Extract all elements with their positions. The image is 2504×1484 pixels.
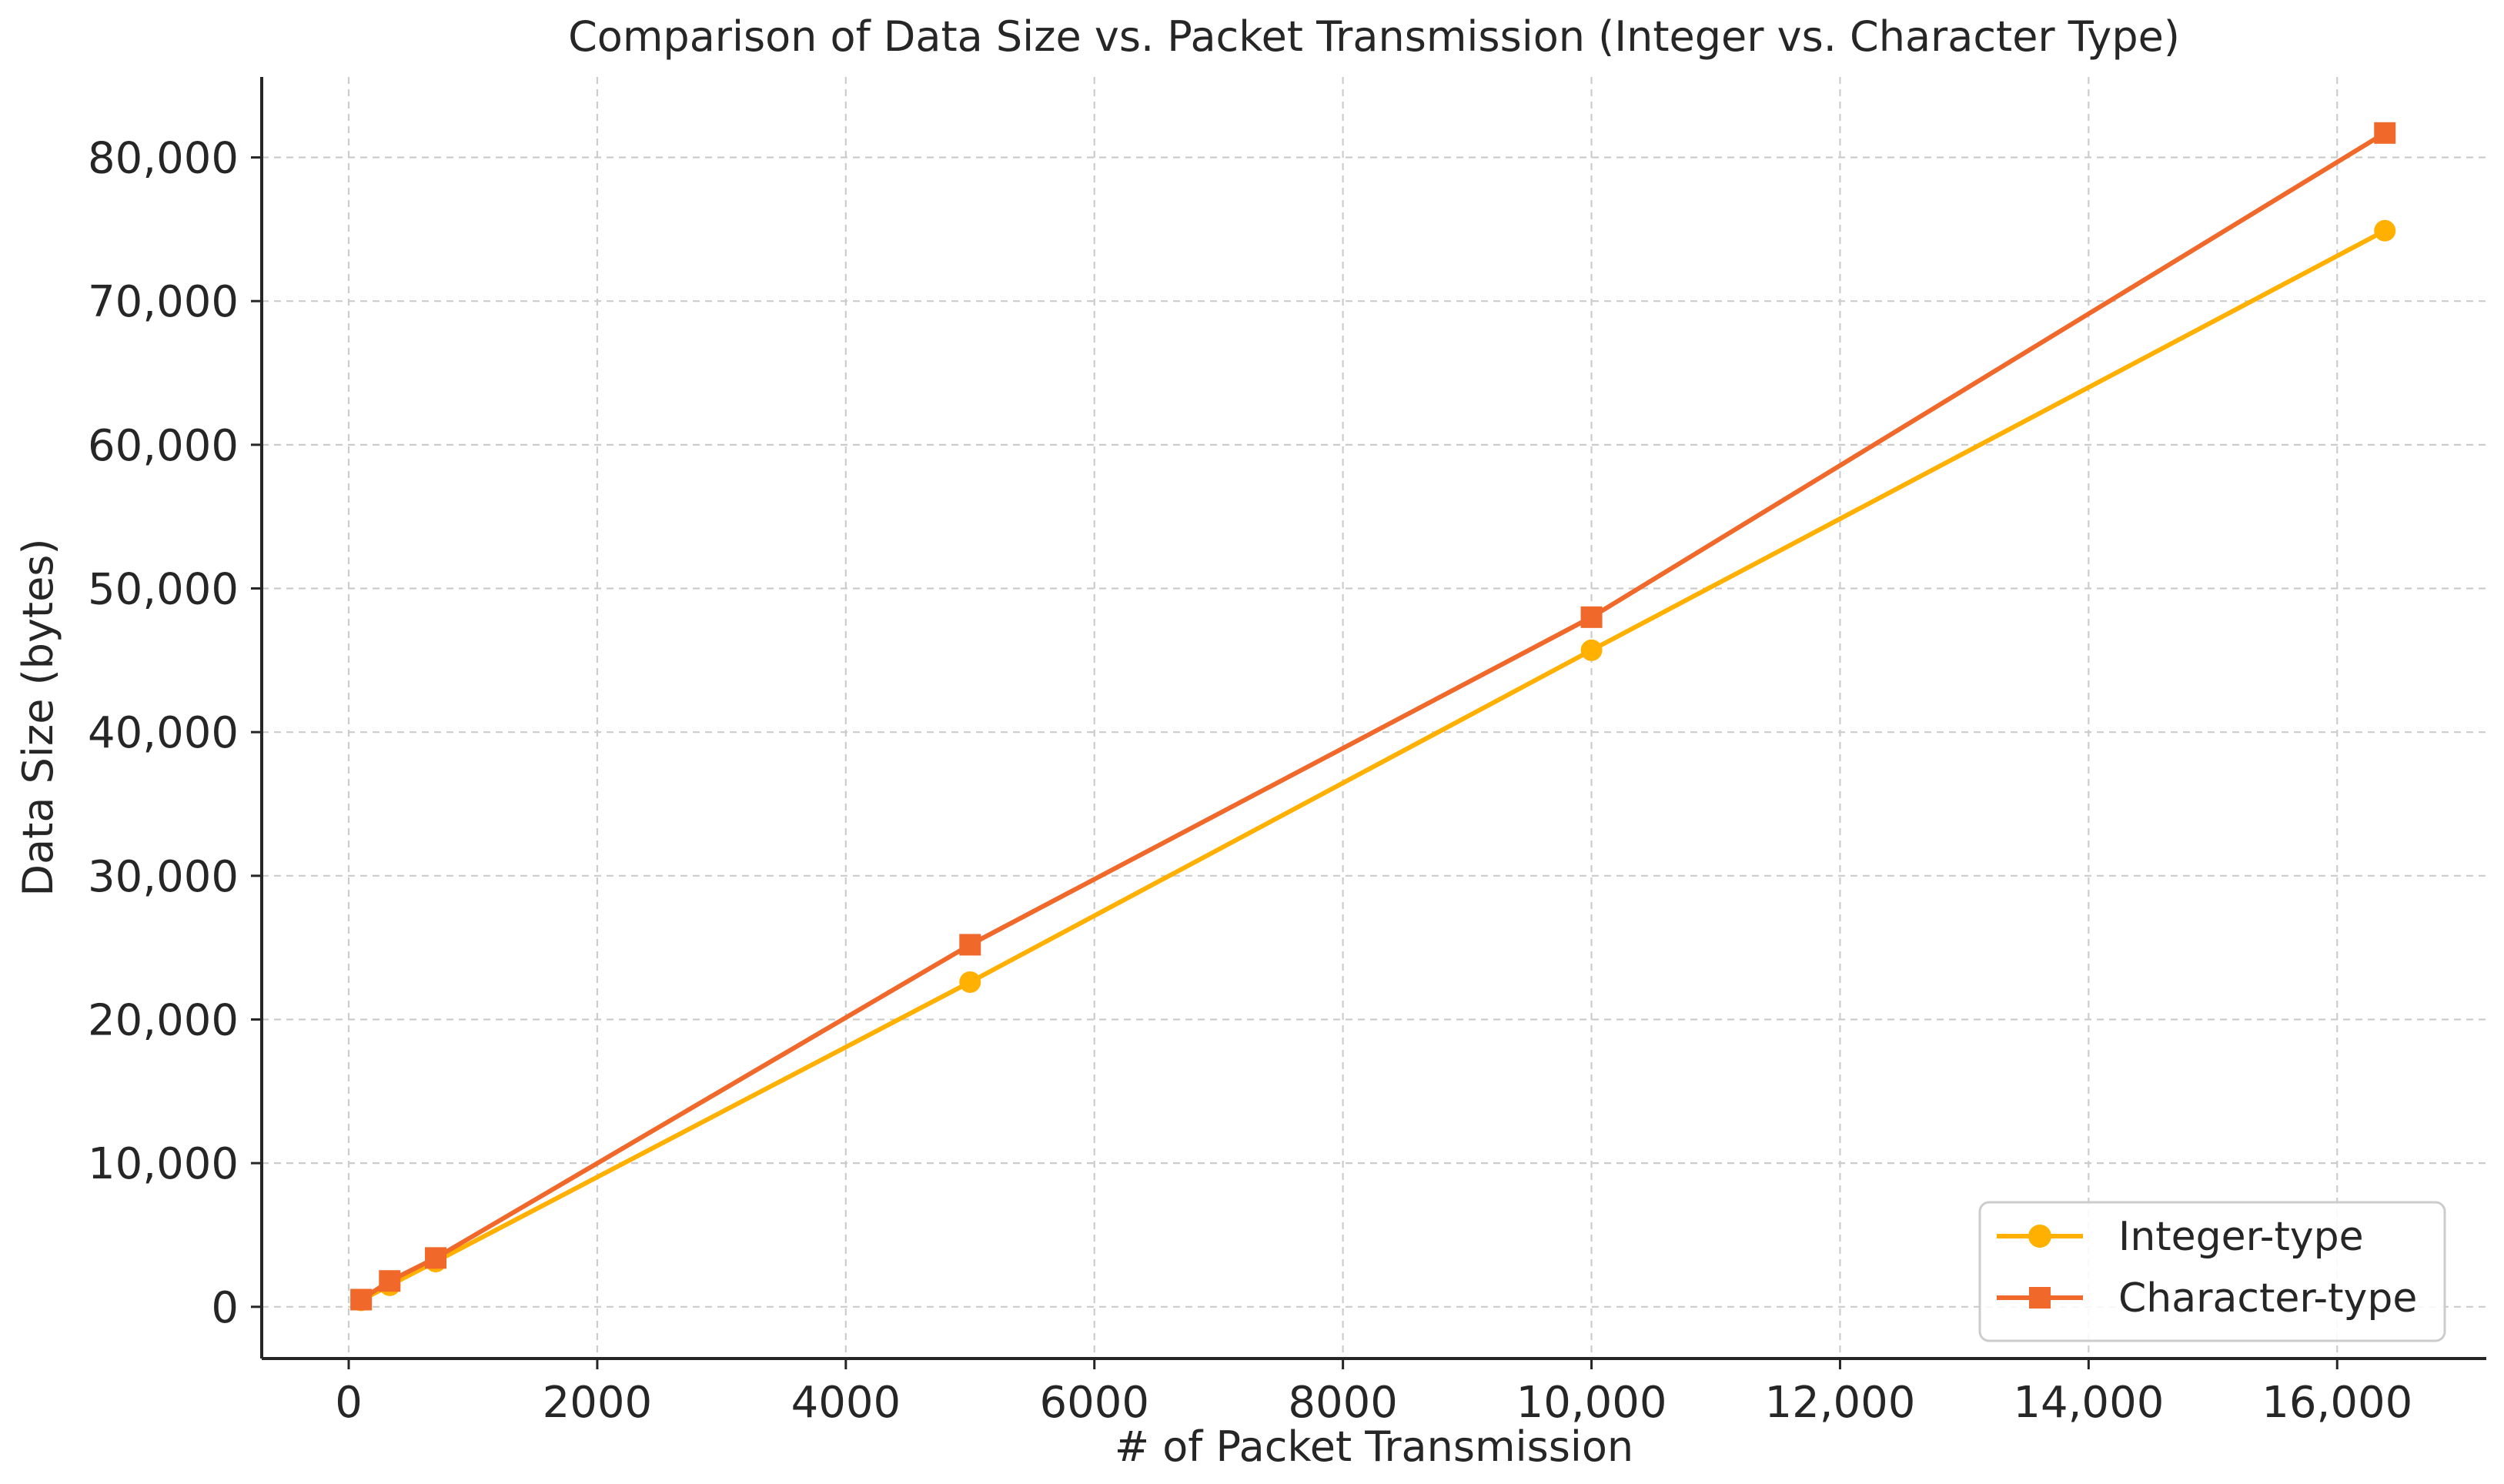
legend: Integer-type Character-type — [1978, 1201, 2446, 1342]
series-line-character-type — [359, 131, 2386, 1302]
y-tick-label: 80,000 — [88, 134, 239, 184]
chart-title: Comparison of Data Size vs. Packet Trans… — [568, 12, 2180, 61]
y-tick-label: 30,000 — [88, 852, 239, 902]
y-tick-label: 40,000 — [88, 708, 239, 758]
series-layer — [350, 122, 2396, 1312]
series-line-integer-type — [359, 229, 2386, 1303]
y-tick-label: 20,000 — [88, 995, 239, 1045]
y-tick-label: 70,000 — [88, 277, 239, 327]
data-point — [2374, 219, 2396, 242]
legend-marker-integer — [2028, 1225, 2051, 1248]
x-tick-label: 2000 — [543, 1378, 653, 1428]
x-tick-label: 6000 — [1039, 1378, 1149, 1428]
data-point — [2374, 122, 2396, 144]
y-tick-label: 10,000 — [88, 1139, 239, 1189]
data-point — [350, 1288, 373, 1311]
y-tick-label: 50,000 — [88, 565, 239, 615]
x-tick-label: 12,000 — [1764, 1378, 1915, 1428]
grid — [262, 77, 2486, 1359]
y-tick-label: 60,000 — [88, 421, 239, 471]
axes — [260, 77, 2486, 1360]
data-point — [1580, 639, 1603, 661]
x-ticks: 0 2000 4000 6000 8000 10,000 12,000 14,000 16,00… — [335, 1359, 2412, 1428]
x-tick-label: 8000 — [1288, 1378, 1398, 1428]
legend-label-integer: Integer-type — [2118, 1214, 2364, 1260]
x-tick-label: 4000 — [791, 1378, 901, 1428]
legend-label-character: Character-type — [2118, 1275, 2417, 1322]
data-point — [379, 1270, 401, 1292]
data-point — [959, 934, 981, 956]
x-tick-label: 16,000 — [2262, 1378, 2412, 1428]
y-ticks: 0 10,000 20,000 30,000 40,000 50,000 60,000 70,… — [88, 134, 262, 1333]
y-axis-label: Data Size (bytes) — [14, 538, 62, 896]
x-tick-label: 14,000 — [2013, 1378, 2164, 1428]
legend-marker-character — [2029, 1287, 2051, 1309]
data-point — [1580, 606, 1603, 628]
x-axis-label: # of Packet Transmission — [1115, 1422, 1633, 1471]
x-tick-label: 10,000 — [1516, 1378, 1667, 1428]
x-tick-label: 0 — [335, 1378, 363, 1428]
legend-box — [1978, 1201, 2446, 1342]
data-point — [959, 971, 981, 993]
y-tick-label: 0 — [211, 1283, 239, 1333]
data-point — [425, 1247, 447, 1269]
